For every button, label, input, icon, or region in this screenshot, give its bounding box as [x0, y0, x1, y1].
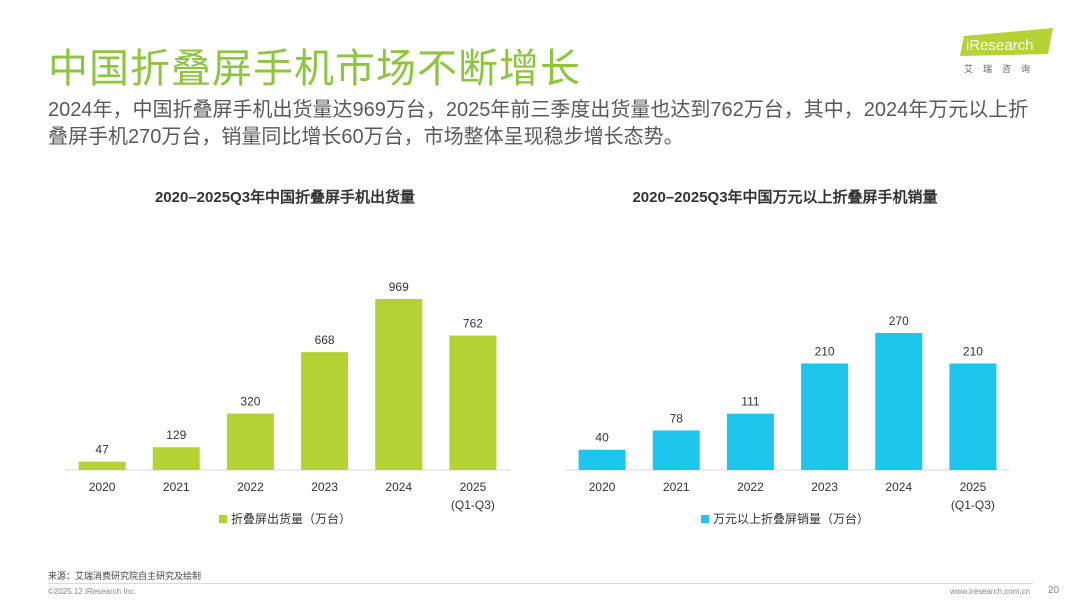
- page-subtitle: 2024年，中国折叠屏手机出货量达969万台，2025年前三季度出货量也达到76…: [48, 99, 1029, 148]
- iresearch-logo: iResearch: [960, 28, 1053, 56]
- data-label: 210: [815, 344, 835, 358]
- data-label: 111: [741, 395, 760, 409]
- bar-2022: [226, 413, 274, 470]
- premium-sales-chart: 2020–2025Q3年中国万元以上折叠屏手机销量 40 2020 78 2021 11…: [550, 180, 1020, 540]
- footer-divider: [48, 583, 1033, 584]
- premium-sales-chart-legend: 万元以上折叠屏销量（万台）: [550, 510, 1020, 527]
- x-tick-label: 2023: [811, 480, 838, 494]
- x-tick-label: 2025: [960, 480, 987, 494]
- bar-2024: [875, 333, 923, 470]
- site-url[interactable]: www.iresearch.com.cn: [950, 587, 1031, 596]
- bar-2021: [152, 447, 200, 470]
- data-label: 668: [315, 333, 335, 347]
- x-tick-label: 2022: [737, 480, 764, 494]
- x-tick-label: 2020: [589, 480, 616, 494]
- x-tick-label: (Q1-Q3): [451, 498, 495, 512]
- x-tick-label: 2024: [385, 480, 412, 494]
- legend-swatch: [700, 515, 709, 523]
- bar-2025: [949, 363, 997, 470]
- data-label: 210: [963, 344, 983, 358]
- legend-label: 万元以上折叠屏销量（万台）: [712, 512, 869, 526]
- legend-swatch: [218, 515, 227, 523]
- x-tick-label: 2021: [163, 480, 190, 494]
- x-tick-label: (Q1-Q3): [951, 498, 995, 512]
- data-label: 47: [95, 443, 109, 457]
- shipment-chart-legend: 折叠屏出货量（万台）: [50, 510, 520, 527]
- x-tick-label: 2023: [311, 480, 338, 494]
- premium-sales-chart-title: 2020–2025Q3年中国万元以上折叠屏手机销量: [632, 189, 938, 206]
- premium-sales-chart-svg: 40 2020 78 2021 111 2022 210 2023 270 2024 210 2025…: [565, 314, 1010, 512]
- shipment-chart-title: 2020–2025Q3年中国折叠屏手机出货量: [154, 189, 416, 206]
- data-label: 270: [889, 314, 909, 328]
- shipment-chart: 2020–2025Q3年中国折叠屏手机出货量 47 2020 129 2021 320 2…: [50, 180, 520, 540]
- data-label: 78: [670, 411, 684, 425]
- data-label: 762: [463, 317, 483, 331]
- x-tick-label: 2021: [663, 480, 690, 494]
- bar-2023: [301, 352, 349, 470]
- bar-2022: [726, 413, 774, 470]
- bar-2020: [78, 461, 126, 470]
- bar-2023: [801, 363, 849, 470]
- x-tick-label: 2025: [460, 480, 487, 494]
- bar-2021: [652, 430, 700, 470]
- data-label: 320: [240, 395, 260, 409]
- page-number: 20: [1048, 585, 1060, 596]
- logo-cn-text: 艾瑞咨询: [964, 64, 1041, 74]
- legend-label: 折叠屏出货量（万台）: [230, 512, 351, 526]
- bar-2024: [375, 299, 423, 470]
- data-label: 129: [166, 428, 186, 442]
- data-label: 969: [389, 280, 409, 294]
- x-tick-label: 2020: [89, 480, 116, 494]
- page-title: 中国折叠屏手机市场不断增长: [48, 47, 581, 91]
- source-note: 来源：艾瑞消费研究院自主研究及绘制: [48, 571, 202, 581]
- logo-brand-text: iResearch: [966, 37, 1034, 54]
- x-tick-label: 2024: [885, 480, 912, 494]
- bar-2020: [578, 449, 626, 470]
- x-tick-label: 2022: [237, 480, 264, 494]
- data-label: 40: [595, 431, 609, 445]
- copyright: ©2025.12 iResearch Inc.: [48, 587, 137, 596]
- bar-2025: [449, 335, 497, 470]
- shipment-chart-svg: 47 2020 129 2021 320 2022 668 2023 969 2024 762 202…: [65, 280, 510, 512]
